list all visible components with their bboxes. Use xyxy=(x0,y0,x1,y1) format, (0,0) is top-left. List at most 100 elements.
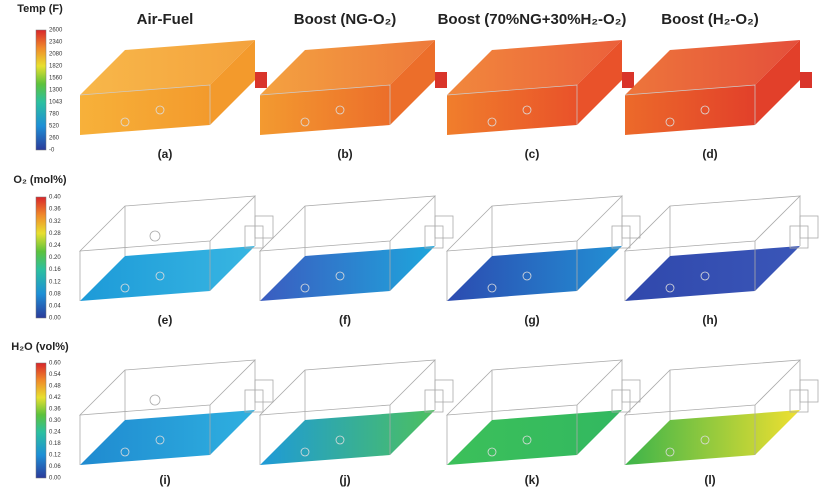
colorbar-tick: 0.36 xyxy=(49,407,61,413)
colorbar xyxy=(36,363,46,478)
colorbar-title: Temp (F) xyxy=(17,3,63,15)
colorbar-tick: 0.08 xyxy=(49,291,61,297)
colorbar-tick: 1043 xyxy=(49,100,63,106)
wire-top xyxy=(625,196,800,251)
wire-outlet xyxy=(245,390,263,412)
furnace-panel xyxy=(80,196,273,301)
furnace-floor xyxy=(80,410,255,465)
furnace-panel xyxy=(260,40,447,135)
colorbar-tick: 2600 xyxy=(49,28,63,34)
colorbar-tick: 0.60 xyxy=(49,361,61,367)
wire-outlet xyxy=(245,226,263,248)
panel-label: (e) xyxy=(158,313,173,327)
flue-outlet xyxy=(622,72,634,88)
colorbar-tick: 2080 xyxy=(49,52,63,58)
furnace-panel xyxy=(625,196,818,301)
colorbar-tick: 0.30 xyxy=(49,418,61,424)
panel-label: (d) xyxy=(702,147,717,161)
figure: Temp (F) 2600 2340 2080 1820 1560 1300 1043 780 5… xyxy=(0,0,821,488)
colorbar-tick: 260 xyxy=(49,136,60,142)
colorbar-tick: 780 xyxy=(49,112,60,118)
wire-outlet xyxy=(622,380,640,402)
colorbar-tick: 2340 xyxy=(49,40,63,46)
wire-outlet xyxy=(435,380,453,402)
wire-top xyxy=(447,360,622,415)
colorbar-tick: -0 xyxy=(49,148,55,154)
colorbar-tick: 0.28 xyxy=(49,231,61,237)
colorbar-tick: 1820 xyxy=(49,64,63,70)
colorbar-tick: 1300 xyxy=(49,88,63,94)
furnace-floor xyxy=(625,246,800,301)
colorbar-tick: 0.04 xyxy=(49,303,61,309)
wire-outlet xyxy=(790,390,808,412)
wire-top xyxy=(625,360,800,415)
wire-top xyxy=(260,196,435,251)
furnace-floor xyxy=(447,410,622,465)
panel-label: (c) xyxy=(525,147,540,161)
furnace-panel xyxy=(260,360,453,465)
column-header: Boost (70%NG+30%H₂-O₂) xyxy=(438,11,627,28)
flue-outlet xyxy=(435,72,447,88)
colorbar-title: O₂ (mol%) xyxy=(13,174,67,186)
furnace-floor xyxy=(260,246,435,301)
column-header: Boost (NG-O₂) xyxy=(294,11,396,28)
colorbar xyxy=(36,197,46,318)
colorbar-tick: 0.54 xyxy=(49,372,61,378)
furnace-panel xyxy=(625,360,818,465)
wire-outlet xyxy=(790,226,808,248)
colorbar-tick: 0.06 xyxy=(49,464,61,470)
furnace-panel xyxy=(447,196,640,301)
panel-label: (l) xyxy=(704,473,715,487)
wire-top xyxy=(80,360,255,415)
wire-outlet xyxy=(425,226,443,248)
wire-outlet xyxy=(425,390,443,412)
wire-outlet xyxy=(800,216,818,238)
panel-label: (a) xyxy=(158,147,173,161)
colorbar-tick: 0.00 xyxy=(49,316,61,322)
furnace-panel xyxy=(80,40,267,135)
colorbar-tick: 0.20 xyxy=(49,255,61,261)
colorbar-tick: 0.00 xyxy=(49,476,61,482)
port xyxy=(150,395,160,405)
column-header: Boost (H₂-O₂) xyxy=(661,11,758,28)
furnace-panel xyxy=(447,360,640,465)
furnace-panel xyxy=(625,40,812,135)
furnace-floor xyxy=(260,410,435,465)
furnace-floor xyxy=(625,410,800,465)
panel-label: (g) xyxy=(524,313,539,327)
wire-outlet xyxy=(612,390,630,412)
colorbar-tick: 0.48 xyxy=(49,384,61,390)
flue-outlet xyxy=(800,72,812,88)
colorbar-tick: 0.18 xyxy=(49,441,61,447)
panel-label: (b) xyxy=(337,147,352,161)
colorbar-tick: 0.32 xyxy=(49,219,61,225)
panel-label: (j) xyxy=(339,473,350,487)
colorbar-tick: 0.12 xyxy=(49,453,61,459)
colorbar-tick: 0.40 xyxy=(49,195,61,201)
panel-label: (i) xyxy=(159,473,170,487)
wire-outlet xyxy=(255,216,273,238)
colorbar-tick: 0.42 xyxy=(49,395,61,401)
wire-outlet xyxy=(800,380,818,402)
column-header: Air-Fuel xyxy=(137,11,194,28)
colorbar xyxy=(36,30,46,150)
panel-label: (h) xyxy=(702,313,717,327)
furnace-panel xyxy=(260,196,453,301)
furnace-floor xyxy=(447,246,622,301)
furnace-panel xyxy=(80,360,273,465)
colorbar-tick: 0.12 xyxy=(49,279,61,285)
port xyxy=(150,231,160,241)
colorbar-tick: 520 xyxy=(49,124,60,130)
colorbar-title: H₂O (vol%) xyxy=(11,341,69,353)
wire-top xyxy=(260,360,435,415)
wire-outlet xyxy=(622,216,640,238)
colorbar-tick: 1560 xyxy=(49,76,63,82)
panel-label: (f) xyxy=(339,313,351,327)
colorbar-tick: 0.24 xyxy=(49,243,61,249)
wire-top xyxy=(80,196,255,251)
panel-label: (k) xyxy=(525,473,540,487)
colorbar-tick: 0.16 xyxy=(49,267,61,273)
furnace-floor xyxy=(80,246,255,301)
wire-outlet xyxy=(612,226,630,248)
furnace-panel xyxy=(447,40,634,135)
